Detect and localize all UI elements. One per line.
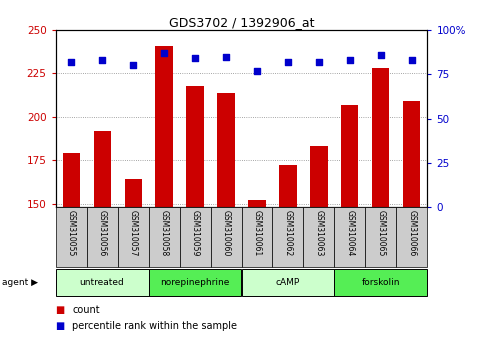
Bar bbox=[403, 101, 421, 207]
Bar bbox=[366, 207, 397, 267]
Text: percentile rank within the sample: percentile rank within the sample bbox=[72, 321, 238, 331]
Text: GSM310058: GSM310058 bbox=[159, 210, 169, 256]
Bar bbox=[125, 179, 142, 207]
Bar bbox=[117, 207, 149, 267]
Point bbox=[160, 50, 168, 56]
Point bbox=[67, 59, 75, 65]
Bar bbox=[86, 207, 117, 267]
Point bbox=[129, 63, 137, 68]
Point bbox=[253, 68, 261, 74]
Text: untreated: untreated bbox=[80, 278, 125, 287]
Text: norepinephrine: norepinephrine bbox=[160, 278, 230, 287]
Bar bbox=[186, 86, 203, 207]
Text: GSM310062: GSM310062 bbox=[284, 210, 293, 256]
Point bbox=[377, 52, 385, 58]
Text: ■: ■ bbox=[56, 321, 65, 331]
Bar bbox=[248, 200, 266, 207]
Text: GSM310056: GSM310056 bbox=[98, 210, 107, 257]
Text: GSM310064: GSM310064 bbox=[345, 210, 355, 257]
Text: GSM310065: GSM310065 bbox=[376, 210, 385, 257]
Point bbox=[222, 54, 230, 59]
Bar bbox=[62, 153, 80, 207]
Bar bbox=[397, 207, 427, 267]
Bar bbox=[280, 165, 297, 207]
Point bbox=[315, 59, 323, 65]
Text: GSM310063: GSM310063 bbox=[314, 210, 324, 257]
Point bbox=[98, 57, 106, 63]
Text: forskolin: forskolin bbox=[362, 278, 400, 287]
Text: GSM310061: GSM310061 bbox=[253, 210, 261, 256]
Bar bbox=[211, 207, 242, 267]
Bar bbox=[217, 92, 235, 207]
Bar bbox=[272, 207, 303, 267]
Text: GSM310057: GSM310057 bbox=[128, 210, 138, 257]
Bar bbox=[334, 269, 427, 296]
Text: GSM310066: GSM310066 bbox=[408, 210, 416, 257]
Text: GSM310055: GSM310055 bbox=[67, 210, 75, 257]
Text: ■: ■ bbox=[56, 305, 65, 315]
Bar bbox=[149, 207, 180, 267]
Text: count: count bbox=[72, 305, 100, 315]
Point bbox=[284, 59, 292, 65]
Bar bbox=[156, 46, 172, 207]
Point bbox=[191, 56, 199, 61]
Bar bbox=[56, 207, 86, 267]
Bar bbox=[180, 207, 211, 267]
Title: GDS3702 / 1392906_at: GDS3702 / 1392906_at bbox=[169, 16, 314, 29]
Bar bbox=[149, 269, 242, 296]
Point bbox=[346, 57, 354, 63]
Bar bbox=[303, 207, 334, 267]
Bar bbox=[311, 146, 327, 207]
Bar bbox=[372, 68, 389, 207]
Bar bbox=[334, 207, 366, 267]
Text: GSM310059: GSM310059 bbox=[190, 210, 199, 257]
Bar bbox=[341, 105, 358, 207]
Bar bbox=[94, 131, 111, 207]
Text: GSM310060: GSM310060 bbox=[222, 210, 230, 257]
Point bbox=[408, 57, 416, 63]
Bar bbox=[56, 269, 149, 296]
Bar bbox=[242, 269, 334, 296]
Text: agent ▶: agent ▶ bbox=[2, 278, 39, 287]
Text: cAMP: cAMP bbox=[276, 278, 300, 287]
Bar bbox=[242, 207, 272, 267]
